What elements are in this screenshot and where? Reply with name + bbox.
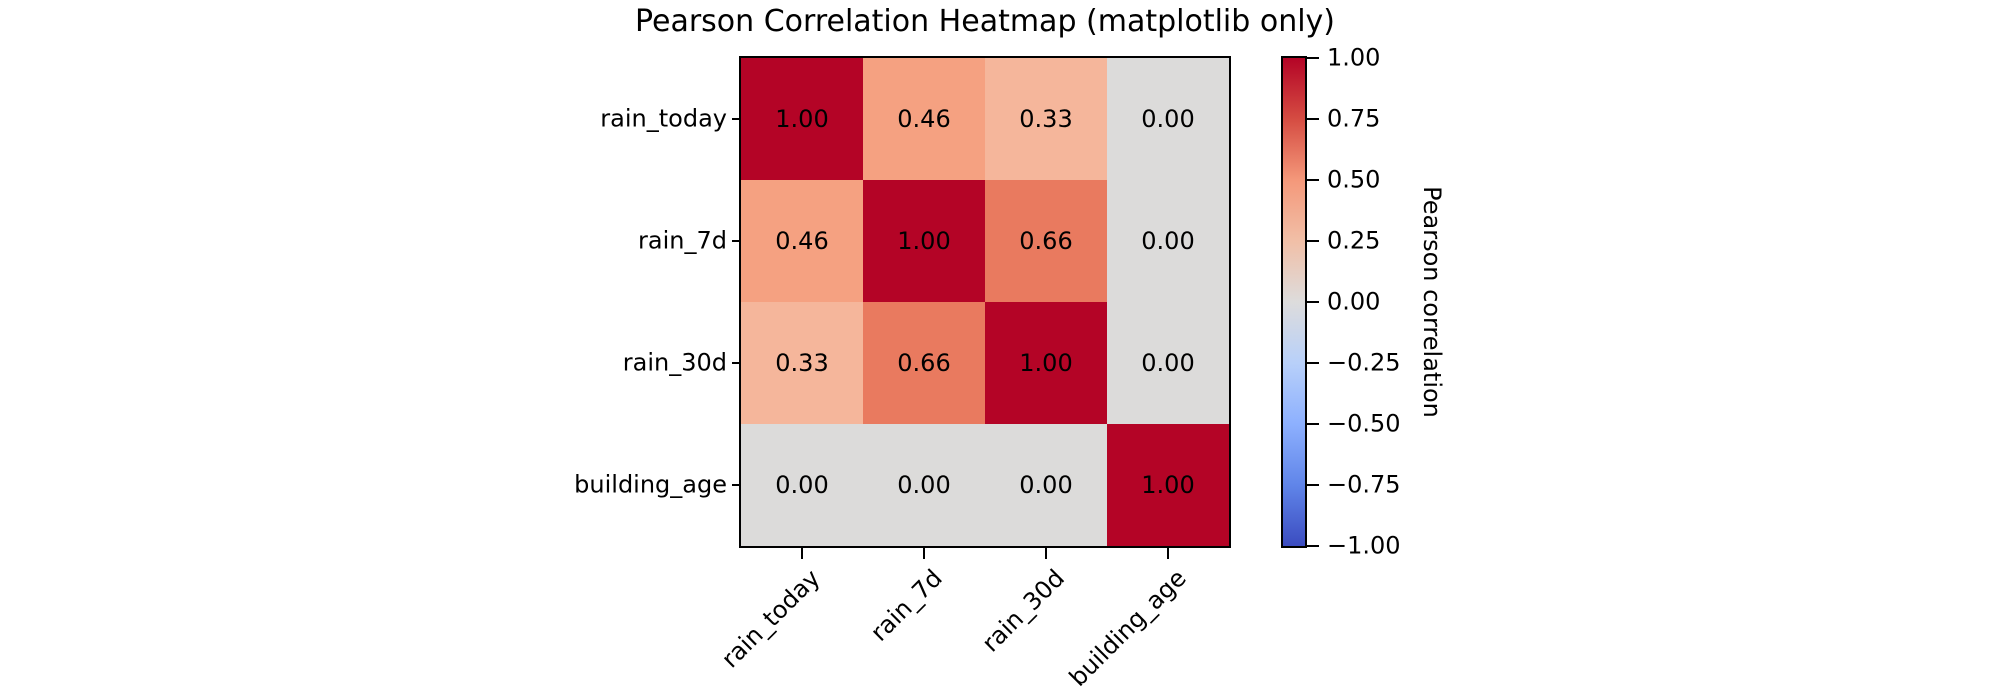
cell-value: 0.00 bbox=[1141, 105, 1195, 133]
colorbar-tick-mark bbox=[1307, 118, 1319, 120]
cell-value: 0.00 bbox=[1141, 227, 1195, 255]
y-tick-mark bbox=[732, 118, 739, 120]
y-tick-mark bbox=[732, 484, 739, 486]
x-tick-mark bbox=[1045, 548, 1047, 559]
cell-value: 0.33 bbox=[1019, 105, 1073, 133]
cell-value: 0.66 bbox=[897, 349, 951, 377]
y-tick-label-rain_today: rain_today bbox=[600, 104, 727, 133]
heatmap-cell-rain_7d-building_age: 0.00 bbox=[1107, 180, 1229, 302]
heatmap-cell-building_age-building_age: 1.00 bbox=[1107, 424, 1229, 546]
colorbar-tick-label-0.75: 0.75 bbox=[1327, 104, 1381, 133]
x-tick-label-building_age: building_age bbox=[1063, 564, 1192, 692]
heatmap-cell-rain_7d-rain_today: 0.46 bbox=[741, 180, 863, 302]
x-tick-mark bbox=[1167, 548, 1169, 559]
colorbar-tick-label-0.50: 0.50 bbox=[1327, 165, 1381, 194]
heatmap-cell-rain_30d-rain_30d: 1.00 bbox=[985, 302, 1107, 424]
colorbar-tick-mark bbox=[1307, 362, 1319, 364]
colorbar-tick-mark bbox=[1307, 240, 1319, 242]
colorbar-tick-mark bbox=[1307, 301, 1319, 303]
cell-value: 0.46 bbox=[897, 105, 951, 133]
heatmap-cell-rain_30d-building_age: 0.00 bbox=[1107, 302, 1229, 424]
colorbar-tick-label-0.25: 0.25 bbox=[1327, 226, 1381, 255]
heatmap-cell-rain_30d-rain_7d: 0.66 bbox=[863, 302, 985, 424]
heatmap-cell-building_age-rain_today: 0.00 bbox=[741, 424, 863, 546]
colorbar-tick-mark bbox=[1307, 545, 1319, 547]
chart-title: Pearson Correlation Heatmap (matplotlib … bbox=[634, 4, 1336, 39]
cell-value: 0.00 bbox=[1141, 349, 1195, 377]
heatmap-cell-rain_today-rain_30d: 0.33 bbox=[985, 58, 1107, 180]
cell-value: 0.33 bbox=[775, 349, 829, 377]
colorbar-tick-mark bbox=[1307, 57, 1319, 59]
y-tick-label-building_age: building_age bbox=[574, 470, 727, 499]
cell-value: 0.00 bbox=[897, 471, 951, 499]
heatmap-cell-rain_today-building_age: 0.00 bbox=[1107, 58, 1229, 180]
cell-value: 0.00 bbox=[775, 471, 829, 499]
y-tick-label-rain_30d: rain_30d bbox=[622, 348, 727, 377]
x-tick-label-rain_today: rain_today bbox=[716, 564, 826, 674]
colorbar-tick-label-−0.25: −0.25 bbox=[1327, 348, 1401, 377]
colorbar-tick-mark bbox=[1307, 423, 1319, 425]
colorbar-axis-label: Pearson correlation bbox=[1418, 186, 1446, 418]
y-tick-mark bbox=[732, 362, 739, 364]
cell-value: 1.00 bbox=[1019, 349, 1073, 377]
cell-value: 1.00 bbox=[897, 227, 951, 255]
x-tick-mark bbox=[801, 548, 803, 559]
colorbar-tick-mark bbox=[1307, 484, 1319, 486]
colorbar-tick-label-1.00: 1.00 bbox=[1327, 43, 1381, 72]
colorbar-tick-mark bbox=[1307, 179, 1319, 181]
colorbar-tick-label-−0.75: −0.75 bbox=[1327, 470, 1401, 499]
heatmap-cell-rain_today-rain_7d: 0.46 bbox=[863, 58, 985, 180]
heatmap-cell-rain_30d-rain_today: 0.33 bbox=[741, 302, 863, 424]
colorbar bbox=[1281, 56, 1307, 548]
heatmap-cell-building_age-rain_30d: 0.00 bbox=[985, 424, 1107, 546]
cell-value: 0.66 bbox=[1019, 227, 1073, 255]
y-tick-label-rain_7d: rain_7d bbox=[638, 226, 727, 255]
cell-value: 0.46 bbox=[775, 227, 829, 255]
y-tick-mark bbox=[732, 240, 739, 242]
cell-value: 1.00 bbox=[1141, 471, 1195, 499]
x-tick-mark bbox=[923, 548, 925, 559]
heatmap-cell-rain_7d-rain_30d: 0.66 bbox=[985, 180, 1107, 302]
heatmap-cell-rain_today-rain_today: 1.00 bbox=[741, 58, 863, 180]
colorbar-tick-label-−0.50: −0.50 bbox=[1327, 409, 1401, 438]
cell-value: 1.00 bbox=[775, 105, 829, 133]
heatmap-cell-rain_7d-rain_7d: 1.00 bbox=[863, 180, 985, 302]
heatmap-grid: 1.00 0.46 0.33 0.00 0.46 1.00 0.66 0.00 0.33 0.66… bbox=[739, 56, 1231, 548]
cell-value: 0.00 bbox=[1019, 471, 1073, 499]
x-tick-label-rain_30d: rain_30d bbox=[976, 564, 1070, 658]
x-tick-label-rain_7d: rain_7d bbox=[865, 564, 948, 647]
heatmap-cell-building_age-rain_7d: 0.00 bbox=[863, 424, 985, 546]
colorbar-tick-label-−1.00: −1.00 bbox=[1327, 531, 1401, 560]
colorbar-tick-label-0.00: 0.00 bbox=[1327, 287, 1381, 316]
